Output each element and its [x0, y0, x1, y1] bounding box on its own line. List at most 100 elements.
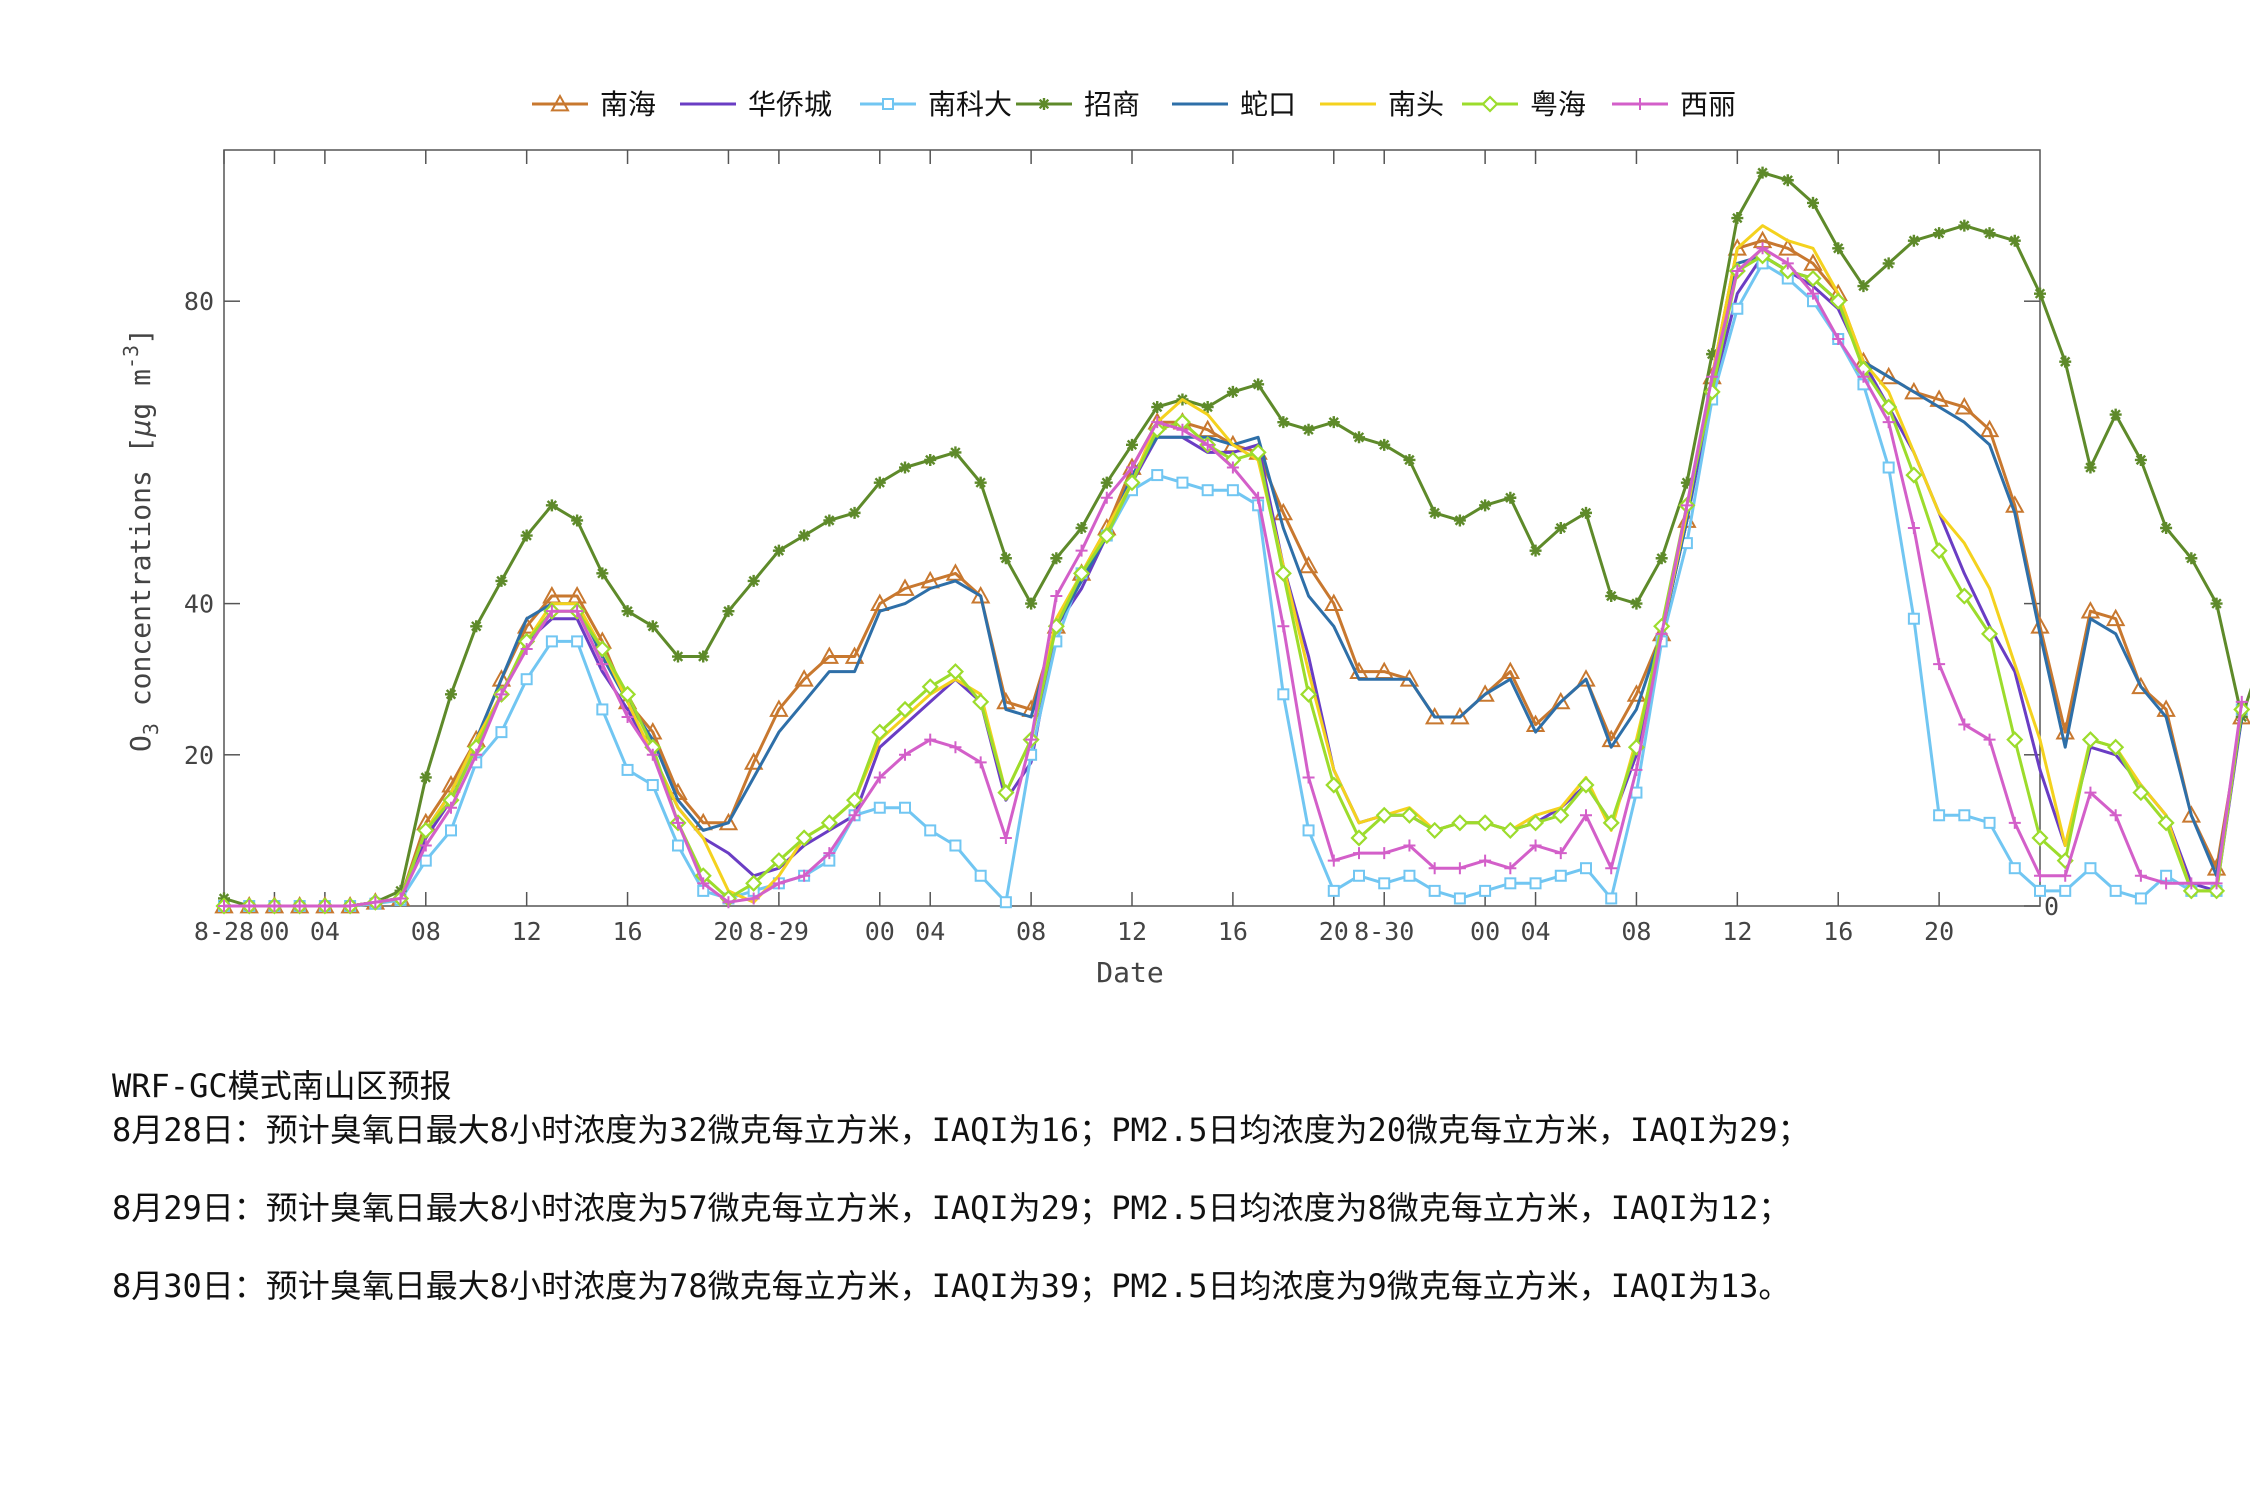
data-point: [1605, 590, 1618, 603]
data-point: [2031, 829, 2049, 847]
data-point: [1403, 869, 1416, 882]
data-point: [2109, 408, 2122, 421]
data-point: [1100, 476, 1113, 489]
legend-label: 粤海: [1530, 88, 1586, 121]
data-point: [1378, 438, 1391, 451]
data-point: [1201, 438, 1214, 451]
data-point: [769, 699, 789, 717]
data-point: [1731, 212, 1744, 225]
data-point: [344, 900, 357, 912]
data-point: [2109, 884, 2122, 897]
data-point: [722, 605, 735, 618]
data-point: [1907, 612, 1920, 625]
data-point: [798, 869, 811, 882]
data-point: [1983, 733, 1996, 746]
data-point: [1327, 416, 1340, 429]
data-point: [1479, 884, 1492, 897]
data-point: [1353, 869, 1365, 882]
data-point: [844, 646, 865, 664]
legend-marker: [882, 98, 894, 110]
data-point: [2034, 287, 2046, 300]
data-point: [1907, 522, 1920, 534]
data-point: [672, 816, 684, 829]
x-tick-label: 04: [310, 917, 340, 946]
data-point: [646, 620, 659, 633]
y-tick-label: 0: [2044, 892, 2059, 921]
data-point: [243, 900, 256, 912]
data-point: [2210, 877, 2223, 890]
data-point: [1706, 348, 1719, 361]
x-tick-label: 8-28: [194, 917, 254, 946]
data-point: [646, 748, 659, 761]
data-point: [1428, 862, 1441, 875]
data-point: [1630, 597, 1643, 610]
data-point: [1680, 499, 1693, 512]
data-point: [2107, 738, 2125, 756]
data-point: [1400, 806, 1419, 824]
data-point: [1075, 522, 1088, 534]
series-3: [218, 257, 2248, 912]
legend-label: 招商: [1084, 88, 1140, 121]
data-point: [1476, 814, 1494, 832]
legend-item: 南头: [1320, 88, 1444, 121]
data-point: [974, 756, 987, 769]
data-point: [896, 700, 914, 718]
x-tick-label: 12: [1117, 917, 1147, 946]
data-point: [2034, 869, 2046, 882]
data-point: [2185, 877, 2198, 890]
note-line-0829: 8月29日：预计臭氧日最大8小时浓度为57微克每立方米，IAQI为29；PM2.…: [112, 1189, 1791, 1227]
series-line: [223, 171, 2250, 908]
data-point: [571, 514, 584, 527]
x-tick-label: 12: [512, 917, 542, 946]
data-point: [2208, 882, 2226, 900]
data-point: [1602, 814, 1620, 832]
data-point: [1554, 522, 1567, 534]
data-point: [949, 839, 962, 852]
data-point: [1151, 401, 1164, 414]
data-point: [1580, 506, 1592, 519]
data-point: [1302, 771, 1315, 784]
data-point: [1905, 466, 1923, 484]
legend-marker: [1481, 95, 1499, 113]
data-point: [1299, 685, 1318, 703]
data-point: [2059, 869, 2072, 882]
legend-label: 华侨城: [748, 88, 832, 121]
data-point: [1403, 839, 1416, 852]
data-point: [593, 640, 611, 658]
data-point: [1882, 416, 1895, 429]
data-point: [1882, 257, 1895, 270]
data-point: [1428, 884, 1441, 897]
data-point: [1479, 854, 1492, 867]
data-point: [1529, 877, 1542, 890]
data-point: [445, 801, 457, 814]
data-point: [2084, 862, 2097, 875]
data-point: [1353, 847, 1365, 860]
data-point: [545, 605, 558, 618]
data-point: [621, 763, 634, 776]
data-point: [1580, 862, 1592, 875]
legend-marker: [550, 93, 570, 112]
data-point: [2109, 809, 2122, 822]
legend-marker: [1038, 98, 1050, 110]
x-tick-label: 12: [1722, 917, 1752, 946]
x-tick-label: 08: [1016, 917, 1046, 946]
data-point: [1756, 166, 1769, 179]
data-point: [596, 567, 609, 580]
data-point: [2134, 892, 2147, 905]
data-point: [1327, 884, 1340, 897]
data-point: [1832, 333, 1845, 345]
data-point: [1025, 733, 1038, 746]
x-tick-label: 00: [259, 917, 289, 946]
series-lines: [214, 166, 2250, 915]
data-point: [1933, 809, 1946, 822]
data-point: [1298, 555, 1319, 574]
data-point: [1378, 847, 1391, 860]
legend-item: 粤海: [1462, 88, 1586, 121]
series-6: [224, 224, 2244, 908]
data-point: [1857, 280, 1870, 293]
data-point: [999, 552, 1012, 565]
data-point: [1605, 892, 1618, 905]
legend-marker: [1634, 98, 1646, 110]
x-tick-label: 04: [1521, 917, 1551, 946]
data-point: [1353, 431, 1365, 444]
